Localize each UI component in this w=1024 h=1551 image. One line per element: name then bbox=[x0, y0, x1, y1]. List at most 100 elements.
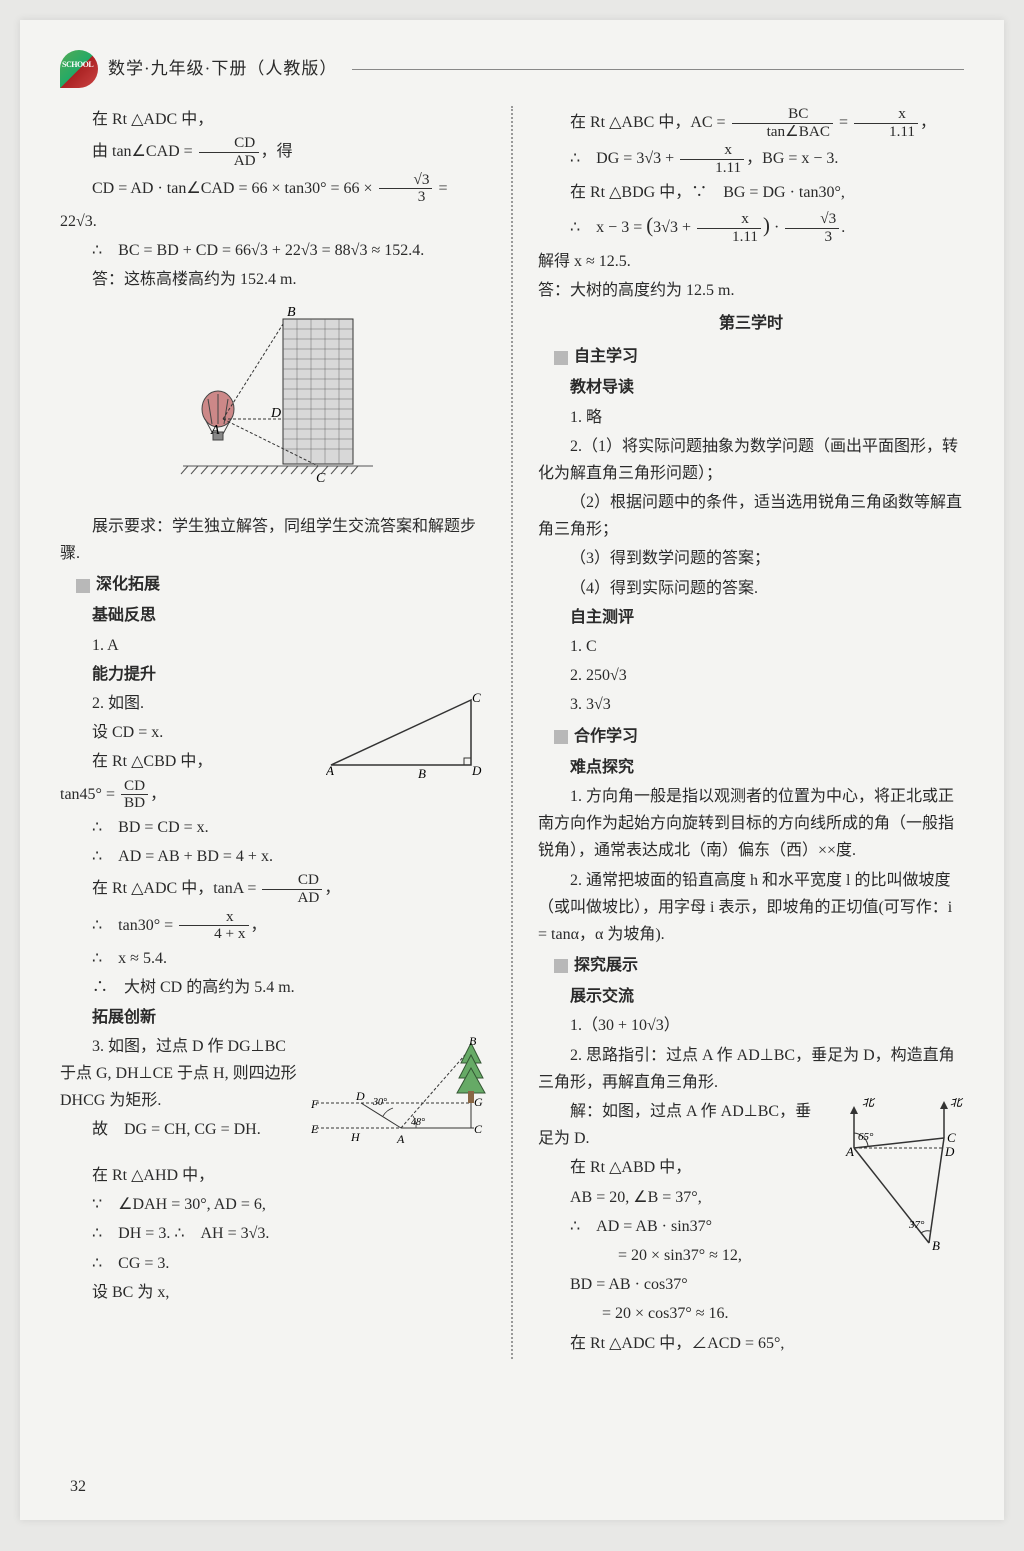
section-title: 合作学习 bbox=[538, 723, 964, 750]
text: 2. 思路指引：过点 A 作 AD⊥BC，垂足为 D，构造直角三角形，再解直角三… bbox=[538, 1042, 964, 1096]
text: 2. 250√3 bbox=[538, 662, 964, 689]
text: 在 Rt △ADC 中，tanA = CDAD， bbox=[60, 872, 486, 906]
svg-text:D: D bbox=[944, 1144, 955, 1159]
svg-text:48°: 48° bbox=[411, 1117, 425, 1128]
fraction: CDAD bbox=[199, 135, 259, 169]
fraction: CDAD bbox=[262, 872, 322, 906]
svg-text:A: A bbox=[845, 1144, 854, 1159]
subtitle: 能力提升 bbox=[60, 661, 486, 688]
subtitle: 教材导读 bbox=[538, 374, 964, 401]
subtitle: 自主测评 bbox=[538, 604, 964, 631]
svg-text:北: 北 bbox=[950, 1098, 964, 1109]
text: tan45° = bbox=[60, 785, 119, 802]
text: ， bbox=[920, 114, 936, 131]
text: 展示要求：学生独立解答，同组学生交流答案和解题步骤. bbox=[60, 513, 486, 567]
marker-icon bbox=[554, 730, 568, 744]
section-title: 自主学习 bbox=[538, 343, 964, 370]
text: = bbox=[835, 114, 852, 131]
header-rule bbox=[352, 69, 964, 70]
fraction: CDBD bbox=[121, 778, 148, 812]
subtitle: 基础反思 bbox=[60, 602, 486, 629]
left-column: 在 Rt △ADC 中， 由 tan∠CAD = CDAD，得 CD = AD … bbox=[60, 106, 486, 1359]
numerator: x bbox=[680, 142, 744, 160]
page-header: 数学·九年级·下册（人教版） bbox=[60, 50, 964, 88]
svg-text:F: F bbox=[311, 1097, 319, 1111]
diagram-building: A B C D bbox=[60, 304, 486, 503]
text: ， bbox=[150, 785, 166, 802]
subtitle: 拓展创新 bbox=[60, 1004, 486, 1031]
fraction: x1.11 bbox=[854, 106, 918, 140]
svg-text:H: H bbox=[350, 1130, 361, 1144]
denominator: 3 bbox=[379, 189, 433, 206]
text: 3√3 + bbox=[653, 219, 695, 236]
text: 2.（1）将实际问题抽象为数学问题（画出平面图形，转化为解直角三角形问题）； bbox=[538, 433, 964, 487]
text: = 20 × cos37° ≈ 16. bbox=[538, 1300, 964, 1327]
svg-text:G: G bbox=[474, 1095, 483, 1109]
text: 在 Rt △ADC 中，tanA = bbox=[92, 880, 260, 897]
text: 2. 通常把坡面的铅直高度 h 和水平宽度 l 的比叫做坡度（或叫做坡比），用字… bbox=[538, 867, 964, 949]
svg-text:C: C bbox=[316, 471, 326, 486]
text: BD = AB · cos37° bbox=[538, 1271, 964, 1298]
text: ∴ x ≈ 5.4. bbox=[60, 945, 486, 972]
text: ∴ DH = 3. ∴ AH = 3√3. bbox=[60, 1220, 486, 1247]
text: CD = AD · tan∠CAD = 66 × tan30° = 66 × √… bbox=[60, 172, 486, 206]
school-logo-icon bbox=[60, 50, 98, 88]
marker-icon bbox=[76, 579, 90, 593]
denominator: BD bbox=[121, 795, 148, 812]
header-title: 数学·九年级·下册（人教版） bbox=[108, 55, 337, 84]
text: ∴ CG = 3. bbox=[60, 1250, 486, 1277]
text: ，BG = x − 3. bbox=[746, 150, 838, 167]
text: （3）得到数学问题的答案； bbox=[538, 545, 964, 572]
text: 由 tan∠CAD = CDAD，得 bbox=[60, 135, 486, 169]
denominator: tan∠BAC bbox=[732, 124, 833, 141]
text: CD = AD · tan∠CAD = 66 × tan30° = 66 × bbox=[92, 180, 377, 197]
text: 由 tan∠CAD = bbox=[92, 143, 197, 160]
text: 答：大树的高度约为 12.5 m. bbox=[538, 277, 964, 304]
text: = bbox=[434, 180, 447, 197]
text: 在 Rt △ADC 中，∠ACD = 65°, bbox=[538, 1330, 964, 1357]
fraction: √33 bbox=[785, 211, 839, 245]
text: 深化拓展 bbox=[96, 576, 160, 593]
text: ∴ x − 3 = (3√3 + x1.11) · √33. bbox=[538, 208, 964, 246]
denominator: 1.11 bbox=[854, 124, 918, 141]
text: 1. C bbox=[538, 633, 964, 660]
svg-text:37°: 37° bbox=[908, 1219, 925, 1231]
column-divider bbox=[511, 106, 513, 1359]
svg-text:A: A bbox=[396, 1132, 405, 1146]
fraction: √33 bbox=[379, 172, 433, 206]
text: ， bbox=[251, 917, 267, 934]
text: 自主学习 bbox=[574, 348, 638, 365]
svg-text:B: B bbox=[932, 1238, 940, 1253]
text: · bbox=[770, 219, 783, 236]
text: ∴ AD = AB + BD = 4 + x. bbox=[60, 843, 486, 870]
text: 在 Rt △ABC 中，AC = bbox=[570, 114, 730, 131]
text: ∴ DG = 3√3 + bbox=[570, 150, 678, 167]
fraction: x1.11 bbox=[680, 142, 744, 176]
text: 在 Rt △AHD 中， bbox=[60, 1162, 486, 1189]
text: 3. 3√3 bbox=[538, 691, 964, 718]
section-title: 探究展示 bbox=[538, 952, 964, 979]
diagram-tree: F D E H A G C B 30° 48° bbox=[311, 1033, 486, 1162]
text: 1. 方向角一般是指以观测者的位置为中心，将正北或正南方向作为起始方向旋转到目标… bbox=[538, 783, 964, 865]
diagram-bearing: A C D B 北 北 65° 37° bbox=[834, 1098, 964, 1267]
denominator: AD bbox=[262, 890, 322, 907]
numerator: CD bbox=[199, 135, 259, 153]
text: 1. 略 bbox=[538, 404, 964, 431]
page-number: 32 bbox=[70, 1473, 86, 1500]
denominator: 1.11 bbox=[697, 229, 761, 246]
text: ∴ BD = CD = x. bbox=[60, 814, 486, 841]
svg-text:C: C bbox=[472, 690, 481, 705]
text: 解得 x ≈ 12.5. bbox=[538, 248, 964, 275]
marker-icon bbox=[554, 351, 568, 365]
diagram-triangle: A B C D bbox=[326, 690, 486, 789]
numerator: x bbox=[179, 909, 248, 927]
fraction: x1.11 bbox=[697, 211, 761, 245]
svg-text:B: B bbox=[287, 305, 296, 320]
text: 在 Rt △ABC 中，AC = BCtan∠BAC = x1.11， bbox=[538, 106, 964, 140]
numerator: CD bbox=[262, 872, 322, 890]
svg-text:D: D bbox=[270, 406, 281, 421]
text: 22√3. bbox=[60, 208, 486, 235]
text: （2）根据问题中的条件，适当选用锐角三角函数等解直角三角形； bbox=[538, 489, 964, 543]
numerator: x bbox=[697, 211, 761, 229]
numerator: CD bbox=[121, 778, 148, 796]
